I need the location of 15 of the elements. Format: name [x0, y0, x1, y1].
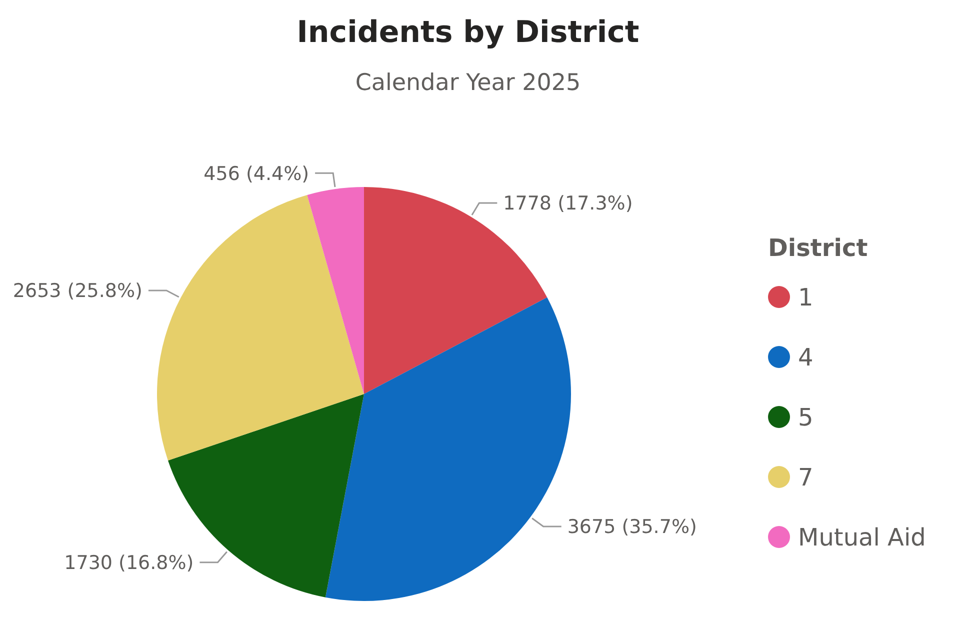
legend-label: 5	[798, 404, 814, 432]
legend-label: 4	[798, 344, 814, 372]
legend-label: 7	[798, 464, 814, 492]
pie-slice	[307, 187, 364, 394]
chart-title: Incidents by District	[296, 15, 640, 50]
data-label: 2653 (25.8%)	[12, 280, 142, 302]
data-label: 3675 (35.7%)	[567, 516, 697, 538]
data-label: 456 (4.4%)	[204, 162, 310, 185]
legend-label: 1	[798, 284, 814, 312]
chart-subtitle: Calendar Year 2025	[355, 70, 581, 96]
data-label: 1730 (16.8%)	[64, 552, 194, 574]
data-label: 1778 (17.3%)	[503, 192, 633, 215]
legend-title: District	[768, 234, 868, 262]
legend-label: Mutual Aid	[798, 524, 926, 552]
pie-slice	[157, 194, 364, 461]
